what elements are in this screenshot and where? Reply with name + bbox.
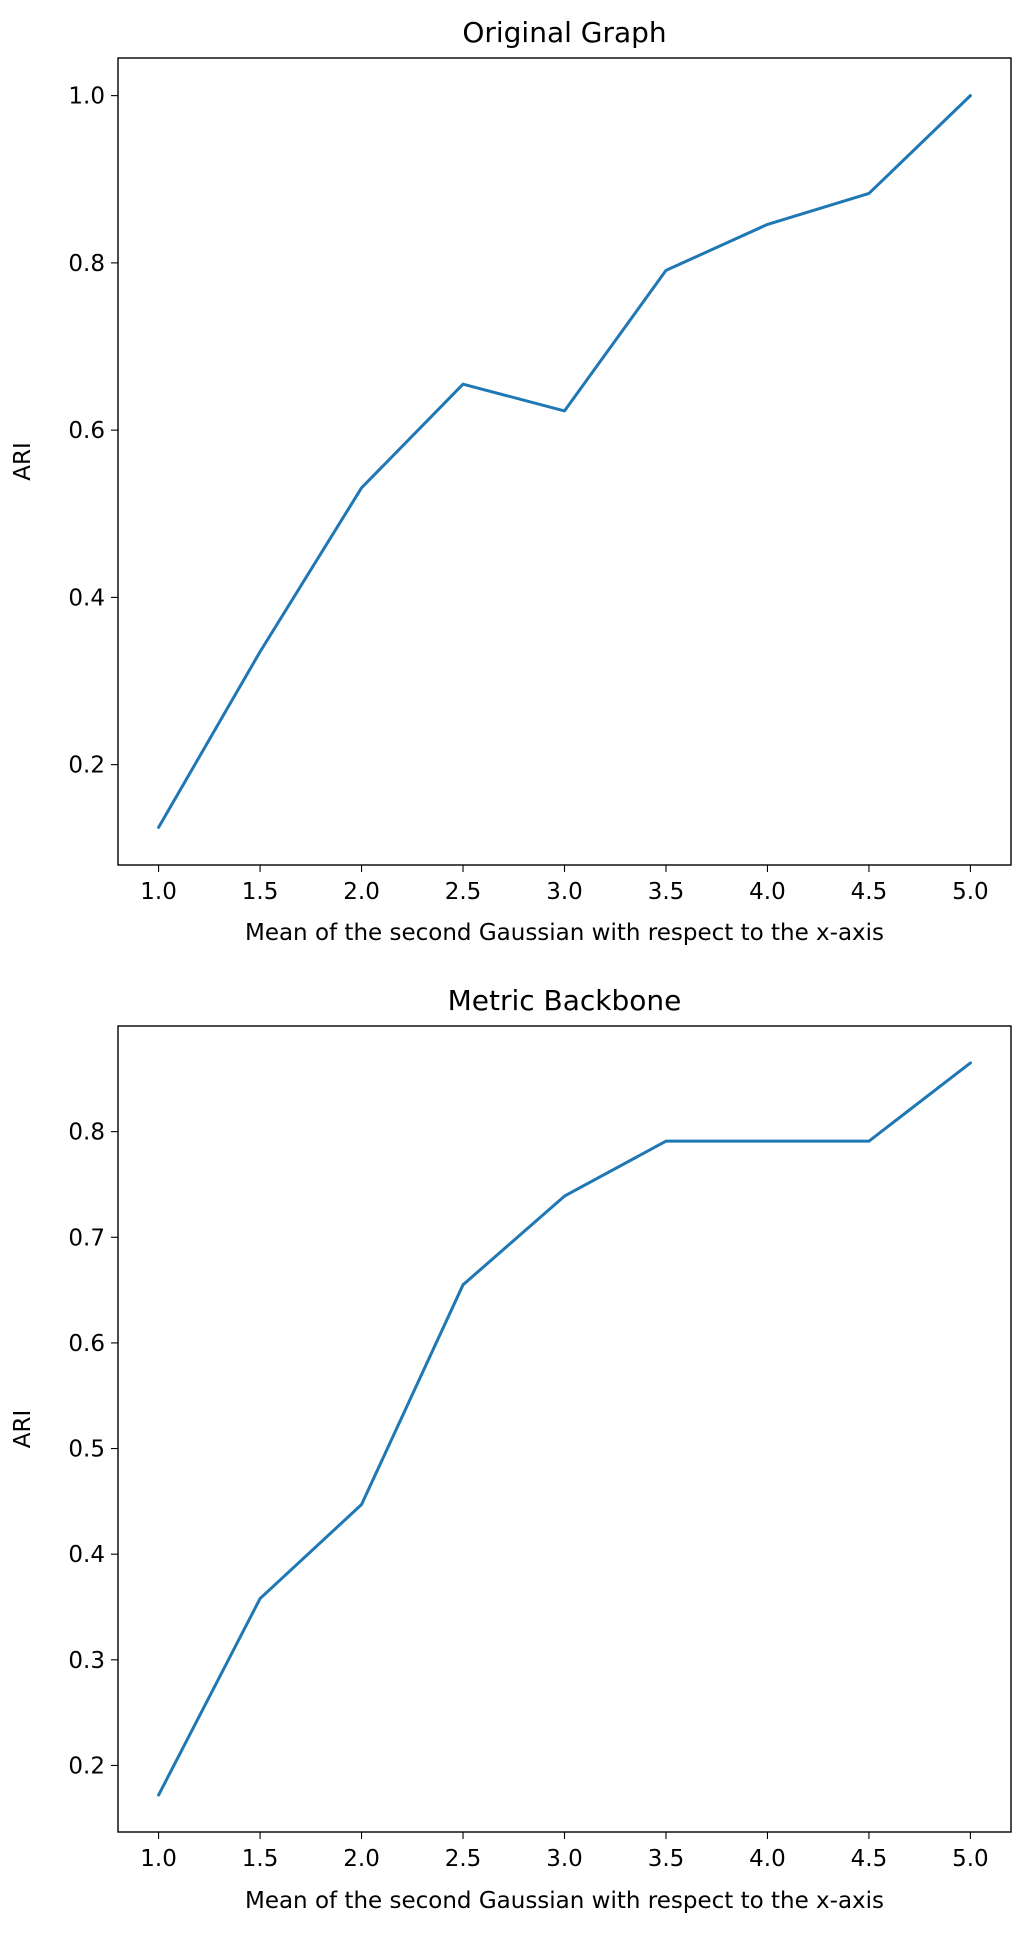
chart-title: Original Graph: [462, 16, 666, 49]
y-axis-label: ARI: [10, 1410, 36, 1449]
plot-frame: [117, 57, 1012, 866]
plot-frame: [117, 1025, 1012, 1833]
x-axis-label: Mean of the second Gaussian with respect…: [245, 1888, 884, 1914]
y-tick-label: 0.2: [68, 753, 105, 779]
series-line: [157, 1061, 972, 1797]
x-tick-label: 1.0: [140, 879, 177, 905]
y-axis-label: ARI: [10, 442, 36, 481]
x-tick-label: 4.0: [749, 879, 786, 905]
y-tick-label: 0.6: [68, 418, 105, 444]
y-tick-label: 0.6: [68, 1331, 105, 1357]
x-tick-label: 1.5: [242, 1846, 279, 1872]
x-tick-label: 1.0: [140, 1846, 177, 1872]
chart-title: Metric Backbone: [448, 984, 682, 1017]
x-tick-label: 3.5: [648, 879, 685, 905]
x-tick-label: 4.0: [749, 1846, 786, 1872]
x-tick-label: 5.0: [952, 879, 989, 905]
chart-panel-1: 1.0 1.5 2.0 2.5 3.0 3.5 4.0 4.5 5.0 0.2 0.4 0.6 0.8 1…: [10, 16, 1012, 946]
x-tick-label: 2.5: [445, 1846, 482, 1872]
y-tick-label: 0.4: [68, 1542, 105, 1568]
x-tick-label: 2.0: [343, 1846, 380, 1872]
x-tick-label: 4.5: [851, 1846, 888, 1872]
y-tick-label: 0.3: [68, 1648, 105, 1674]
y-tick-label: 0.7: [68, 1225, 105, 1251]
x-tick-label: 2.0: [343, 879, 380, 905]
x-tick-label: 5.0: [952, 1846, 989, 1872]
y-tick-label: 0.2: [68, 1753, 105, 1779]
x-tick-label: 4.5: [851, 879, 888, 905]
x-tick-label: 3.0: [546, 879, 583, 905]
x-tick-label: 2.5: [445, 879, 482, 905]
x-axis-label: Mean of the second Gaussian with respect…: [245, 920, 884, 946]
y-tick-label: 0.8: [68, 1120, 105, 1146]
chart-panel-2: 1.0 1.5 2.0 2.5 3.0 3.5 4.0 4.5 5.0 0.2 0.3 0.4 0.5 0…: [10, 984, 1012, 1914]
y-tick-label: 0.8: [68, 251, 105, 277]
x-tick-label: 1.5: [242, 879, 279, 905]
x-tick-label: 3.0: [546, 1846, 583, 1872]
y-tick-label: 1.0: [68, 84, 105, 110]
y-tick-label: 0.4: [68, 585, 105, 611]
series-line: [157, 94, 972, 829]
x-tick-label: 3.5: [648, 1846, 685, 1872]
y-tick-label: 0.5: [68, 1437, 105, 1463]
